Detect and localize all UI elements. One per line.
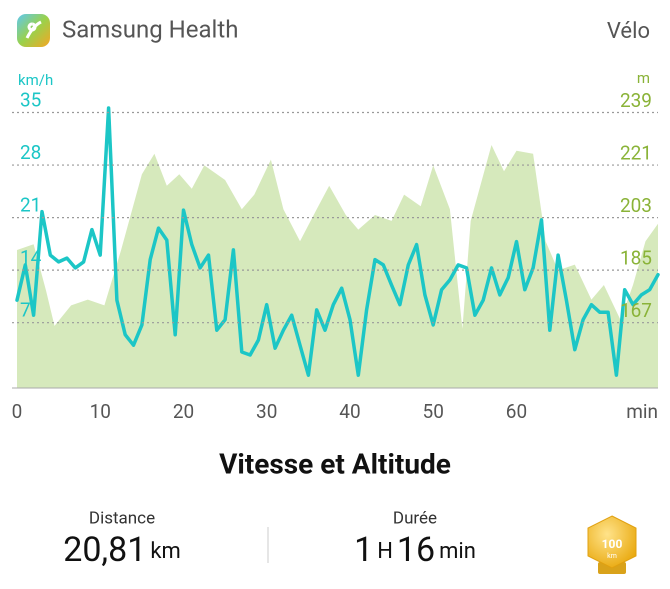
app-name: Samsung Health bbox=[62, 15, 238, 43]
duration-label: Durée bbox=[393, 508, 437, 528]
y-tick-label: 21 bbox=[20, 194, 41, 217]
duration: 1 H 16 min bbox=[354, 530, 476, 570]
distance: 20,81 km bbox=[63, 530, 181, 570]
chart: 7 14 21 28 35 167 185 203 221 239 0 10 20 30 40 50 60 bbox=[12, 89, 660, 423]
x-tick-label: 50 bbox=[423, 400, 444, 423]
duration-minutes-unit: min bbox=[439, 539, 476, 564]
x-tick-label: 40 bbox=[339, 400, 360, 423]
y2-tick-label: 167 bbox=[620, 299, 652, 322]
badge bbox=[587, 515, 637, 569]
y2-tick-label: 221 bbox=[620, 141, 652, 164]
distance-value: 20,81 bbox=[63, 530, 146, 570]
y2-tick-label: 239 bbox=[620, 89, 652, 112]
y2-tick-label: 203 bbox=[620, 194, 652, 217]
duration-minutes: 16 bbox=[397, 530, 435, 570]
icon-figure bbox=[25, 20, 42, 39]
badge-value: 100 bbox=[602, 537, 623, 551]
y2-tick-label: 185 bbox=[620, 246, 652, 269]
x-tick-label: 20 bbox=[173, 400, 194, 423]
y-axis-label: km/h bbox=[18, 71, 53, 89]
duration-hours-unit: H bbox=[377, 539, 393, 564]
y-tick-label: 14 bbox=[20, 246, 42, 269]
badge-unit: km bbox=[607, 552, 617, 560]
x-tick-label: 60 bbox=[506, 400, 527, 423]
speed-line bbox=[15, 106, 660, 377]
x-tick-label: 10 bbox=[90, 400, 111, 423]
y2-axis-label: m bbox=[637, 69, 650, 87]
x-tick-label: 30 bbox=[256, 400, 277, 423]
y-tick-label: 35 bbox=[20, 89, 41, 112]
activity: Vélo bbox=[607, 19, 650, 44]
duration-hours: 1 bbox=[354, 530, 373, 570]
chart-title: Vitesse et Altitude bbox=[219, 447, 451, 480]
y-tick-label: 28 bbox=[20, 141, 41, 164]
distance-label: Distance bbox=[89, 508, 155, 528]
y-tick-label: 7 bbox=[20, 299, 31, 322]
x-axis-label: min bbox=[626, 400, 658, 423]
x-tick-label: 0 bbox=[12, 400, 23, 423]
distance-unit: km bbox=[150, 539, 180, 564]
